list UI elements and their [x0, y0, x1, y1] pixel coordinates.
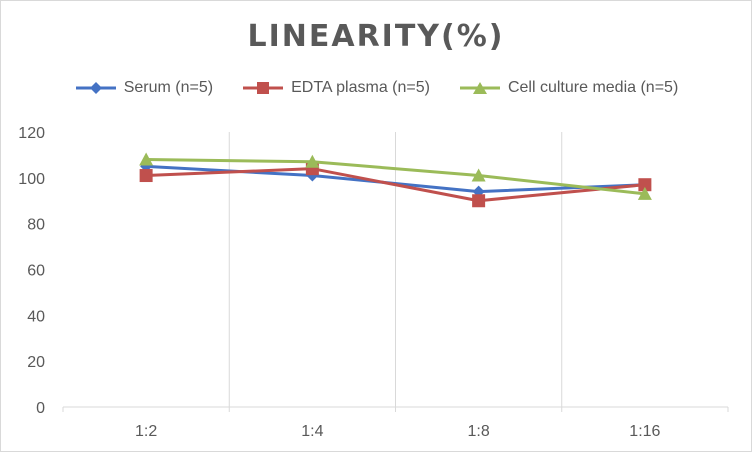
x-tick-label: 1:2	[135, 423, 157, 440]
legend-item-cell-culture: Cell culture media (n=5)	[458, 79, 678, 97]
legend-item-serum: Serum (n=5)	[74, 79, 213, 97]
legend: Serum (n=5) EDTA plasma (n=5) Cell cultu…	[1, 79, 751, 97]
x-tick-label: 1:4	[301, 423, 323, 440]
legend-label-serum: Serum (n=5)	[123, 79, 214, 96]
data-point-triangle	[139, 152, 154, 166]
legend-item-edta: EDTA plasma (n=5)	[241, 79, 430, 97]
data-point-square	[638, 178, 652, 192]
y-tick-label: 40	[27, 308, 45, 325]
series-line-3	[146, 158, 646, 196]
x-tick-label: 1:16	[629, 423, 660, 440]
x-tick-label: 1:8	[468, 423, 490, 440]
legend-marker-cell-culture	[459, 82, 500, 94]
y-tick-label: 120	[18, 125, 45, 142]
chart-title: LINEARITY(%)	[247, 19, 505, 54]
y-tick-label: 80	[27, 217, 45, 234]
data-point-triangle	[305, 154, 320, 168]
y-tick-label: 20	[27, 354, 45, 371]
data-point-triangle	[471, 168, 486, 182]
y-tick-label: 60	[27, 263, 45, 280]
legend-marker-edta	[243, 82, 284, 94]
y-tick-label: 0	[36, 400, 45, 417]
series-line-2	[146, 167, 646, 203]
data-point-triangle	[637, 186, 652, 200]
legend-marker-serum	[75, 82, 116, 94]
data-point-square	[472, 194, 486, 208]
legend-label-cell-culture: Cell culture media (n=5)	[507, 79, 679, 96]
data-point-square	[139, 169, 153, 183]
legend-label-edta: EDTA plasma (n=5)	[291, 79, 430, 96]
y-tick-label: 100	[18, 171, 45, 188]
